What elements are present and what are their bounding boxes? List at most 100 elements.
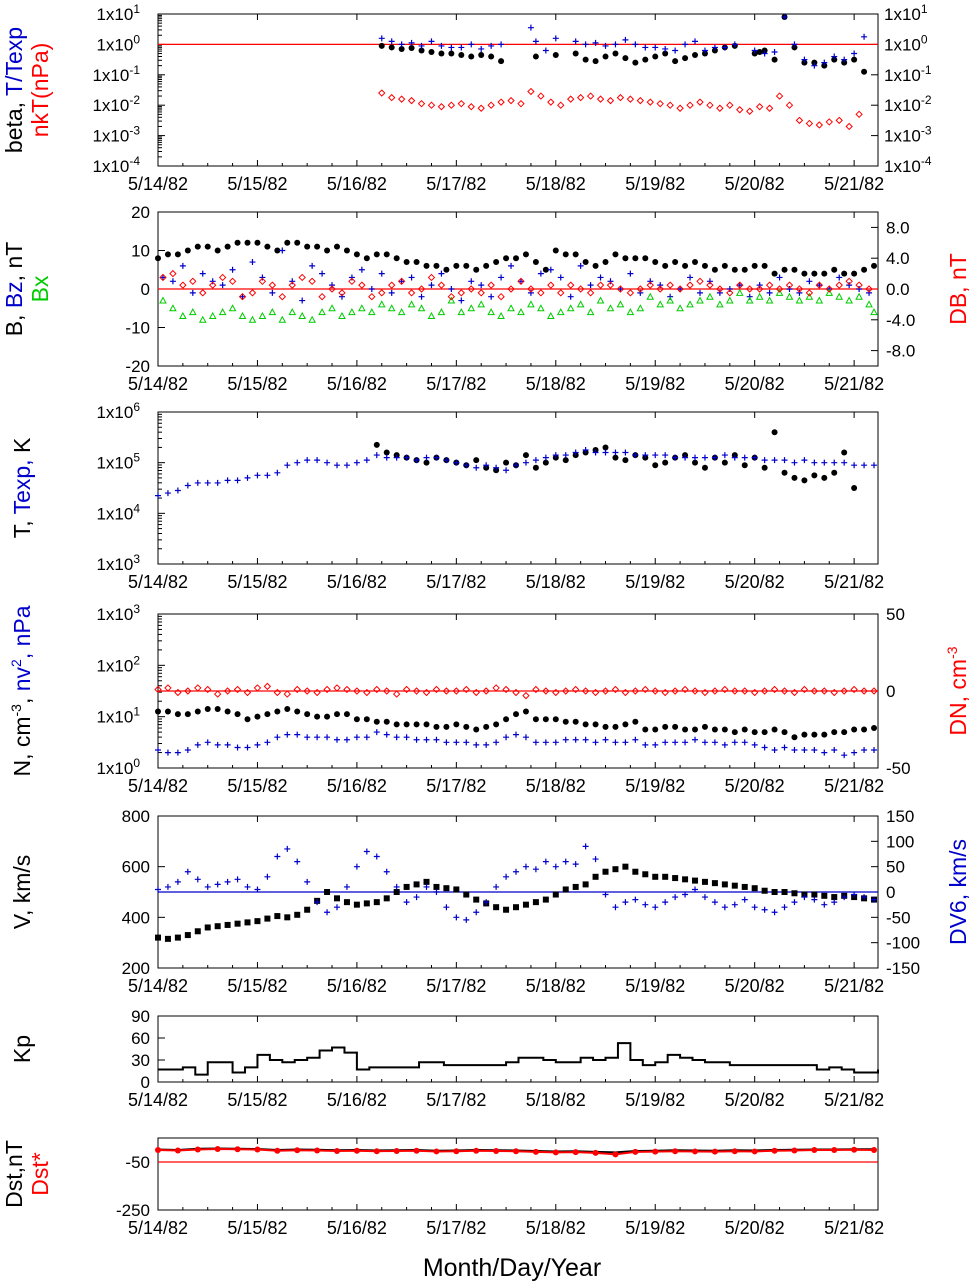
data-point: [294, 858, 301, 865]
data-point: [448, 44, 455, 51]
data-point: [756, 49, 763, 55]
data-point: [417, 285, 426, 293]
data-point: [701, 454, 708, 461]
data-point: [457, 99, 466, 108]
data-point: [463, 462, 470, 469]
data-point: [373, 899, 380, 906]
data-point: [373, 452, 380, 459]
data-point: [642, 56, 649, 63]
data-point: [233, 685, 242, 694]
data-point: [343, 711, 350, 718]
data-point: [413, 721, 420, 728]
plot-frame: [157, 1015, 879, 1083]
data-point: [244, 239, 251, 246]
data-point: [741, 726, 748, 733]
x-tick-label: 5/17/82: [426, 1218, 486, 1238]
data-point: [622, 449, 629, 456]
data-point: [632, 1148, 639, 1155]
y-axis-label-secondary: Dst*: [27, 1152, 53, 1196]
data-point: [244, 744, 251, 751]
data-point: [582, 881, 589, 888]
panel-v: 5/14/82 5/15/82 5/16/82 5/17/82 5/18/82 5/19/…: [9, 807, 971, 996]
data-point: [413, 1147, 420, 1154]
data-point: [831, 899, 838, 906]
data-point: [324, 713, 331, 720]
series-dv6: [155, 843, 878, 923]
data-point: [463, 723, 470, 730]
data-point: [527, 285, 535, 293]
data-point: [861, 33, 868, 40]
data-point: [642, 452, 649, 459]
data-point: [483, 262, 490, 269]
data-point: [682, 55, 689, 62]
y-tick-label: 600: [122, 858, 150, 877]
data-point: [169, 269, 177, 278]
data-point: [258, 277, 267, 286]
data-point: [686, 101, 694, 109]
data-point: [841, 752, 848, 759]
x-tick-label: 5/16/82: [327, 1090, 387, 1110]
data-point: [855, 281, 863, 289]
x-tick-label: 5/21/82: [824, 1218, 884, 1238]
data-point: [821, 459, 828, 466]
data-point: [825, 288, 834, 296]
data-point: [458, 52, 465, 59]
data-point: [761, 47, 768, 54]
data-point: [348, 277, 356, 286]
y-right-tick-label: 0: [886, 682, 895, 701]
data-point: [174, 688, 182, 697]
data-point: [632, 255, 639, 262]
data-point: [273, 688, 282, 697]
data-point: [497, 292, 505, 301]
data-point: [353, 901, 360, 908]
data-point: [353, 734, 360, 741]
y-right-tick-label: 1x10-4: [884, 154, 932, 176]
data-point: [368, 286, 375, 292]
data-point: [368, 292, 376, 301]
data-point: [617, 286, 624, 292]
data-point: [805, 289, 814, 297]
data-point: [259, 274, 266, 281]
data-point: [537, 289, 545, 297]
data-point: [592, 449, 599, 456]
data-point: [656, 300, 665, 308]
data-point: [581, 687, 590, 695]
data-point: [437, 281, 446, 289]
data-point: [314, 457, 321, 464]
data-point: [810, 687, 819, 695]
x-tick-label: 5/21/82: [824, 174, 884, 194]
data-point: [248, 315, 257, 323]
data-point: [204, 243, 211, 250]
y-right-tick-label: 50: [886, 858, 905, 877]
data-point: [318, 292, 326, 301]
data-point: [741, 454, 748, 461]
data-point: [816, 282, 823, 289]
data-point: [204, 705, 211, 712]
data-point: [716, 104, 724, 112]
data-point: [532, 739, 539, 746]
data-point: [582, 56, 589, 63]
data-point: [542, 858, 549, 865]
y-tick-label: 1x103: [96, 552, 140, 574]
data-point: [706, 281, 714, 289]
data-point: [632, 41, 639, 48]
data-point: [592, 721, 599, 728]
data-point: [821, 270, 828, 277]
panel-beta: 5/14/82 5/15/82 5/16/82 5/17/82 5/18/82 5/19/…: [1, 2, 932, 194]
data-point: [835, 281, 843, 289]
data-point: [562, 687, 570, 695]
panel-t: 5/14/82 5/15/82 5/16/82 5/17/82 5/18/82 5/19/…: [9, 400, 884, 592]
data-point: [602, 444, 609, 451]
data-point: [616, 285, 625, 293]
data-point: [438, 270, 445, 277]
data-point: [537, 92, 545, 100]
data-point: [831, 747, 838, 754]
data-point: [771, 747, 778, 754]
data-point: [682, 739, 689, 746]
data-point: [775, 288, 784, 296]
y-right-tick-label: 1x10-3: [884, 124, 932, 146]
data-point: [383, 731, 390, 738]
series-nkt-npa-: [378, 87, 863, 131]
data-point: [760, 687, 769, 695]
data-point: [284, 731, 291, 738]
